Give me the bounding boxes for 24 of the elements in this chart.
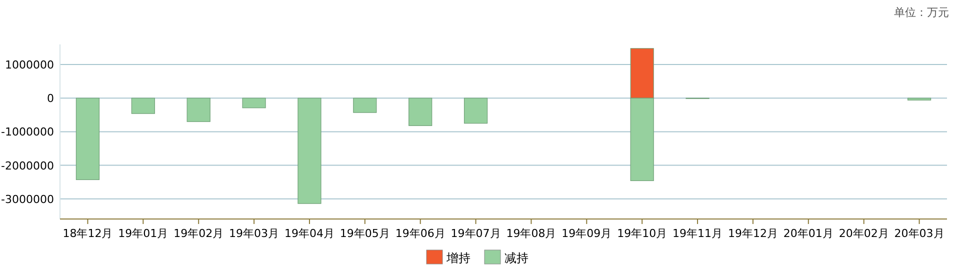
x-tick-label: 19年09月 xyxy=(562,227,612,240)
x-tick-label: 19年06月 xyxy=(395,227,446,240)
y-tick-label: -2000000 xyxy=(1,159,54,172)
x-tick-label: 20年03月 xyxy=(894,227,944,240)
x-tick-label: 20年01月 xyxy=(783,227,834,240)
legend-label: 增持 xyxy=(446,251,470,265)
y-tick-label: 0 xyxy=(47,92,54,106)
y-tick-label: -1000000 xyxy=(1,126,54,139)
x-tick-label: 20年02月 xyxy=(838,227,889,240)
x-tick-label: 18年12月 xyxy=(62,227,113,240)
text: 单位：万元 xyxy=(894,6,949,19)
legend-label: 减持 xyxy=(504,251,528,265)
x-tick-label: 19年12月 xyxy=(728,227,778,240)
x-tick-label: 19年11月 xyxy=(672,227,723,240)
x-tick-label: 19年05月 xyxy=(340,227,390,240)
y-tick-label: 1000000 xyxy=(5,58,54,72)
x-tick-label: 19年04月 xyxy=(284,227,334,240)
x-tick-label: 19年10月 xyxy=(617,227,668,240)
x-tick-label: 19年08月 xyxy=(506,227,556,240)
x-tick-label: 19年03月 xyxy=(229,227,280,240)
x-tick-label: 19年02月 xyxy=(174,227,224,240)
y-tick-label: -3000000 xyxy=(1,192,54,206)
x-tick-label: 19年01月 xyxy=(118,227,168,240)
x-tick-label: 19年07月 xyxy=(450,227,501,240)
